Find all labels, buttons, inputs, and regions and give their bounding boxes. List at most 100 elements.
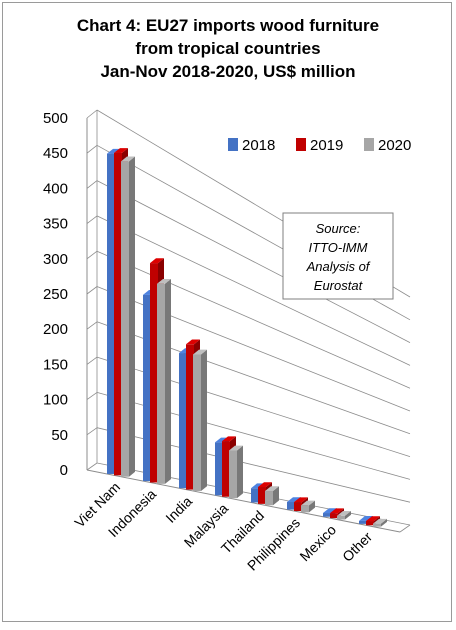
bar-top (114, 148, 128, 153)
legend-label: 2020 (378, 137, 411, 154)
bar-front (107, 153, 115, 474)
bar-2020 (337, 511, 351, 520)
bar-side (237, 445, 243, 499)
bar-side (165, 278, 171, 484)
bar-top (323, 508, 337, 514)
bar-front (229, 450, 237, 499)
y-tick-label: 500 (43, 110, 68, 127)
bar-front (359, 520, 367, 524)
bar-2020 (193, 349, 207, 491)
bar-top (222, 436, 236, 442)
bar-front (323, 513, 331, 517)
bar-2020 (157, 278, 171, 484)
bar-front (143, 294, 151, 482)
gridlines (86, 109, 411, 533)
gridline (96, 250, 411, 389)
bar-2020 (301, 500, 315, 513)
bar-top (330, 508, 344, 514)
bar-front (179, 353, 187, 489)
legend: 2018 2019 2020 (228, 137, 411, 154)
bar-top (150, 258, 164, 264)
bar-top (301, 500, 315, 506)
gridline-side (86, 109, 98, 119)
x-tick-label: India (162, 493, 195, 526)
gridline-side (86, 215, 98, 224)
legend-swatch (296, 138, 306, 151)
bar-front (258, 487, 266, 504)
bar-front (373, 523, 381, 527)
bar-top (265, 486, 279, 492)
annotation-line-1: Source: (316, 221, 361, 236)
bar-2020 (121, 156, 135, 477)
bar-front (294, 502, 302, 512)
y-tick-label: 350 (43, 216, 68, 233)
bar-top (258, 482, 272, 488)
chart-title-line-3: Jan-Nov 2018-2020, US$ million (100, 62, 356, 81)
bar-front (287, 502, 295, 510)
gridline-side (86, 392, 98, 400)
legend-swatch (228, 138, 238, 151)
gridline-side (86, 321, 98, 330)
legend-swatch (364, 138, 374, 151)
chart-title-line-1: Chart 4: EU27 imports wood furniture (76, 16, 380, 35)
bar-side (129, 156, 135, 477)
bar-top (229, 445, 243, 451)
bar-front (222, 441, 230, 497)
annotation-line-3: Analysis of (306, 259, 371, 274)
bar-front (265, 491, 273, 506)
bar-front (114, 152, 122, 476)
annotation-line-4: Eurostat (314, 278, 364, 293)
y-tick-label: 300 (43, 251, 68, 268)
bar-front (251, 488, 259, 503)
bar-side (309, 500, 315, 513)
gridline-side (86, 356, 98, 365)
bar-top (287, 497, 301, 503)
bar-side (345, 511, 351, 520)
bar-front (121, 161, 129, 477)
gridline-side (86, 427, 98, 436)
bar-2020 (229, 445, 243, 499)
bar-2020 (373, 518, 387, 527)
annotation-box (282, 212, 394, 300)
bar-top (121, 156, 135, 162)
legend-label: 2019 (310, 137, 343, 154)
y-tick-label: 250 (43, 286, 68, 303)
y-tick-label: 450 (43, 145, 68, 162)
bar-top (186, 339, 200, 345)
floor-edge (399, 524, 411, 533)
bar-front (186, 344, 194, 490)
bar-top (373, 518, 387, 524)
gridline-side (86, 180, 98, 189)
bar-top (107, 148, 121, 154)
bar-side (273, 486, 279, 506)
chart-title-line-2: from tropical countries (135, 39, 321, 58)
bar-top (337, 511, 351, 516)
bars (107, 148, 387, 527)
y-tick-label: 200 (43, 321, 68, 338)
y-tick-label: 400 (43, 180, 68, 197)
bar-front (337, 515, 345, 520)
bar-side (201, 349, 207, 491)
gridline-side (86, 144, 98, 154)
gridline-side (86, 462, 98, 471)
bar-front (330, 513, 338, 519)
bar-side (381, 518, 387, 527)
bar-front (215, 442, 223, 496)
bar-2020 (265, 486, 279, 506)
y-tick-label: 0 (60, 462, 68, 479)
bar-front (193, 354, 201, 491)
bar-front (157, 283, 165, 484)
annotation-line-2: ITTO-IMM (309, 240, 368, 255)
gridline-side (86, 250, 98, 260)
y-axis-ticks: 0 50 100 150 200 250 300 350 400 450 500 (43, 110, 68, 479)
y-tick-label: 50 (51, 427, 68, 444)
gridline-side (86, 286, 98, 295)
bar-front (366, 521, 374, 526)
chart-title: Chart 4: EU27 imports wood furniture fro… (0, 14, 456, 83)
bar-top (157, 278, 171, 284)
legend-label: 2018 (242, 137, 275, 154)
x-tick-label: Mexico (296, 521, 339, 564)
bar-front (301, 505, 309, 513)
bar-top (359, 516, 373, 521)
